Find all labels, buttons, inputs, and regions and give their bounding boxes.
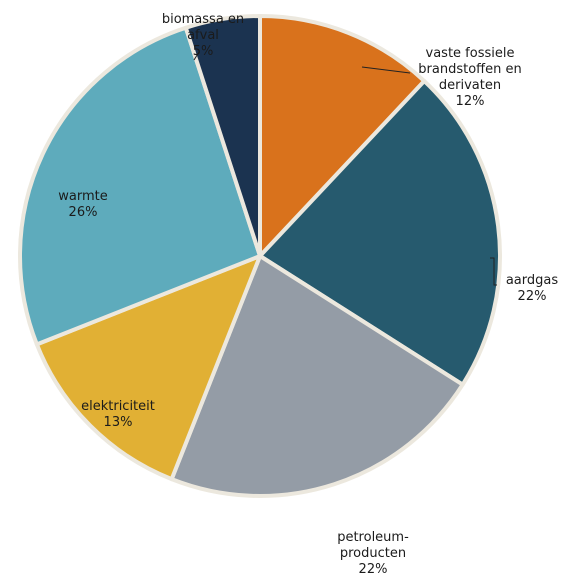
slice-label-line-3-0: elektriciteit — [81, 399, 155, 414]
slice-label-line-5-1: afval — [187, 28, 219, 43]
slice-label-3: elektriciteit 13% — [81, 399, 155, 430]
pie-slice-1 — [258, 79, 502, 387]
slice-label-line-5-0: biomassa en — [162, 12, 244, 27]
slice-label-line-0-1: brandstoffen en — [418, 62, 521, 77]
slice-label-line-0-2: derivaten — [439, 78, 501, 93]
pie-slice-3 — [34, 254, 262, 482]
slice-label-1: aardgas 22% — [506, 273, 559, 304]
slice-label-5: biomassa en afval 5% — [162, 12, 244, 59]
pie-slice-5 — [183, 14, 262, 258]
leader-line-0 — [361, 66, 411, 74]
pie-slice-4 — [18, 25, 262, 347]
slice-label-0: vaste fossiele brandstoffen en derivaten 12… — [418, 46, 521, 109]
slice-labels: vaste fossiele brandstoffen en derivaten 12… — [58, 12, 558, 577]
leader-line-1 — [490, 257, 497, 286]
slice-percent-5: 5% — [193, 44, 214, 59]
slice-label-line-0-0: vaste fossiele — [426, 46, 515, 61]
pie-slice-0 — [258, 14, 427, 258]
slice-percent-3: 13% — [104, 415, 133, 430]
pie-slices — [18, 14, 502, 499]
slice-label-2: petroleum-producten 22% — [337, 530, 409, 577]
slice-label-line-4-0: warmte — [58, 189, 107, 204]
slice-label-line-2-0: petroleum- — [337, 530, 409, 545]
leader-line-5 — [193, 51, 200, 61]
slice-percent-2: 22% — [359, 562, 388, 577]
slice-percent-1: 22% — [518, 289, 547, 304]
leader-lines — [193, 51, 497, 286]
slice-label-line-2-1: producten — [340, 546, 406, 561]
slice-label-line-1-0: aardgas — [506, 273, 559, 288]
pie-slice-2 — [169, 254, 465, 499]
slice-percent-4: 26% — [69, 205, 98, 220]
slice-label-4: warmte 26% — [58, 189, 107, 220]
slice-percent-0: 12% — [456, 94, 485, 109]
